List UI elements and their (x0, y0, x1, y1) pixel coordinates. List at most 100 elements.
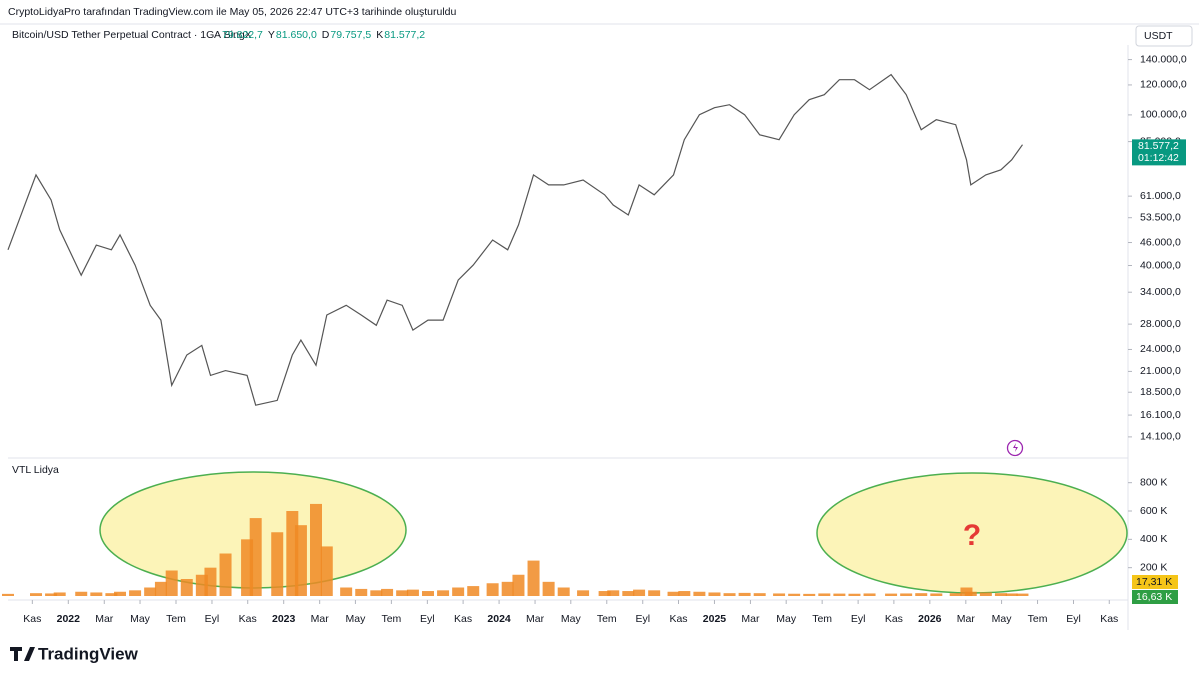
x-tick-label: May (992, 613, 1013, 625)
y-tick-label: 400 K (1140, 533, 1167, 545)
y-tick-label: 34.000,0 (1140, 286, 1181, 298)
volume-bar (622, 591, 635, 596)
x-tick-label: Mar (95, 613, 114, 625)
ohlc: A 79.822,7 Y 81.650,0 D 79.757,5 K 81.577,2 (214, 29, 425, 41)
symbol: Bitcoin/USD Tether Perpetual Contract · … (12, 29, 252, 41)
volume-bar (885, 593, 898, 596)
volume-bar (994, 593, 1007, 596)
y-tick-label: 120.000,0 (1140, 79, 1187, 91)
x-tick-label: 2025 (703, 613, 727, 625)
volume-bar (129, 590, 142, 596)
x-tick-label: May (345, 613, 366, 625)
volume-bar (557, 587, 570, 596)
ohlc-value: 81.650,0 (276, 29, 317, 41)
y-tick-label: 46.000,0 (1140, 236, 1181, 248)
x-tick-label: Kas (239, 613, 257, 625)
y-tick-label: 600 K (1140, 505, 1167, 517)
volume-bar (753, 593, 766, 596)
volume-bar (542, 581, 555, 596)
last-value-tag (1132, 590, 1178, 604)
x-tick-label: Eyl (851, 613, 866, 625)
x-tick-label: May (561, 613, 582, 625)
last-value-tag (1132, 575, 1178, 589)
x-tick-label: Kas (669, 613, 687, 625)
volume-bar (204, 567, 217, 596)
volume-bar (165, 570, 178, 596)
alert-icon[interactable] (1006, 439, 1024, 457)
y-tick-label: 18.500,0 (1140, 386, 1181, 398)
x-tick-label: Eyl (635, 613, 650, 625)
x-tick-label: Tem (1028, 613, 1048, 625)
volume-bar (271, 532, 284, 596)
volume-bar (773, 593, 786, 596)
volume-bar (1016, 593, 1029, 596)
volume-bar (30, 593, 42, 596)
alert-bolt (1013, 443, 1018, 452)
volume-bar (693, 591, 706, 596)
volume-bar (863, 593, 876, 596)
x-tick-label: Tem (597, 613, 617, 625)
x-tick-label: 2022 (57, 613, 81, 625)
currency[interactable]: USDT (1144, 30, 1173, 42)
x-tick-label: Eyl (1066, 613, 1081, 625)
volume-bar (2, 593, 14, 596)
ohlc-value: 81.577,2 (384, 29, 425, 41)
last-value-label: 17,31 K (1136, 576, 1172, 588)
ohlc-key: A (214, 29, 221, 41)
x-tick-label: Kas (23, 613, 41, 625)
x-tick-label: Mar (741, 613, 760, 625)
volume-bar (355, 588, 368, 596)
x-tick-label: Tem (812, 613, 832, 625)
x-tick-label: Eyl (205, 613, 220, 625)
volume-bar (53, 592, 66, 596)
volume-bar (437, 590, 450, 596)
x-tick-label: 2024 (487, 613, 511, 625)
y-tick-label: 40.000,0 (1140, 259, 1181, 271)
x-tick-label: Tem (166, 613, 186, 625)
last-price-tag (1132, 139, 1186, 166)
volume-bar (467, 586, 480, 596)
volume-bar (723, 593, 736, 596)
volume-bar (738, 592, 751, 596)
volume-bar (1005, 593, 1018, 596)
y-tick-label: 800 K (1140, 476, 1167, 488)
ohlc-key: K (376, 29, 383, 41)
currency-button[interactable] (1135, 25, 1193, 47)
volume-bar (708, 592, 721, 596)
volume-bar (486, 583, 499, 596)
volume-bar (396, 590, 409, 596)
volume-bar (370, 590, 383, 596)
countdown: 01:12:42 (1138, 152, 1179, 164)
volume-bar (788, 593, 801, 596)
volume-bar (105, 593, 118, 596)
volume-bar (667, 591, 680, 596)
ohlc-value: 79.757,5 (330, 29, 371, 41)
volume-bar (818, 593, 831, 596)
x-tick-label: May (776, 613, 797, 625)
indicator-title: VTL Lidya (12, 464, 59, 476)
x-tick-label: Kas (454, 613, 472, 625)
y-tick-label: 24.000,0 (1140, 343, 1181, 355)
volume-bar (501, 581, 514, 596)
volume-bar (294, 525, 307, 596)
volume-bar (848, 593, 861, 596)
volume-bar (607, 590, 620, 596)
volume-bar (219, 553, 232, 596)
volume-bar (598, 591, 611, 596)
volume-bar (381, 588, 394, 596)
volume-bar (915, 593, 928, 596)
volume-bar (320, 546, 333, 596)
logo-text: TradingView (38, 644, 139, 663)
volume-bar (900, 593, 913, 596)
x-tick-label: Mar (957, 613, 976, 625)
volume-bar (833, 593, 846, 596)
x-tick-label: Tem (381, 613, 401, 625)
volume-bar (678, 591, 691, 596)
volume-bar (527, 560, 540, 596)
ohlc-key: Y (268, 29, 275, 41)
caption: CryptoLidyaPro tarafından TradingView.co… (8, 6, 457, 18)
volume-bar (144, 587, 157, 596)
y-tick-label: 100.000,0 (1140, 109, 1187, 121)
volume-bar (310, 503, 322, 596)
volume-bar (154, 581, 167, 596)
